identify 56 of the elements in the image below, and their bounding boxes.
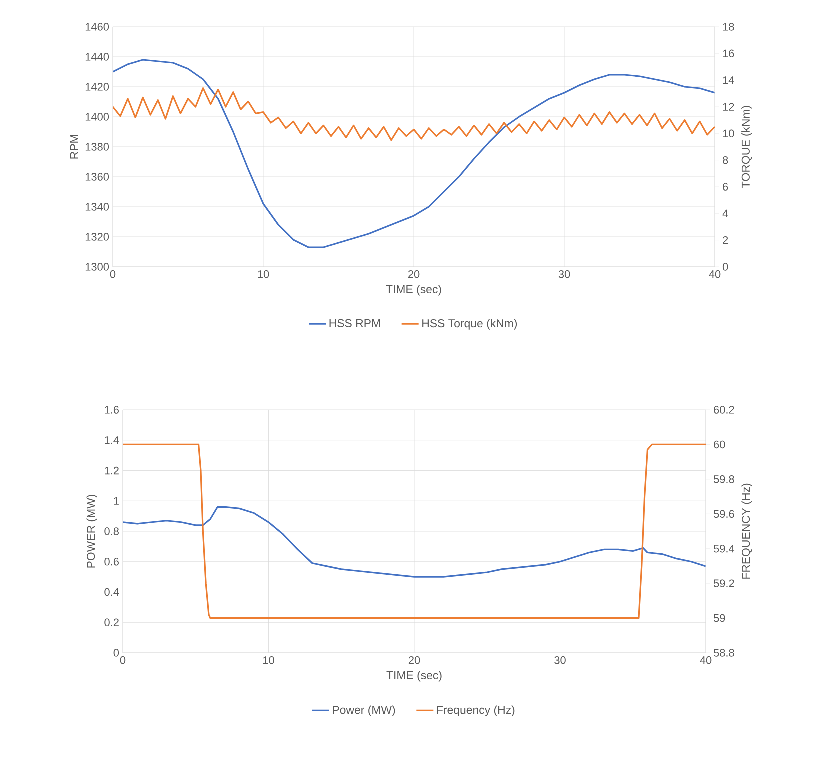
y2-tick-label: 59.4 bbox=[714, 544, 735, 553]
legend-label: Frequency (Hz) bbox=[437, 706, 515, 716]
x-axis-title: TIME (sec) bbox=[386, 285, 442, 296]
y2-tick-label: 58.8 bbox=[714, 649, 734, 657]
y-axis-title: POWER (MW) bbox=[86, 494, 98, 568]
x-tick-label: 30 bbox=[558, 270, 570, 278]
y2-tick-label: 16 bbox=[723, 50, 734, 58]
y-tick-label: 1.4 bbox=[105, 436, 120, 444]
y-tick-label: 0.4 bbox=[104, 588, 120, 596]
x-tick-label: 20 bbox=[408, 656, 420, 664]
y-tick-label: 1420 bbox=[86, 83, 110, 91]
x-tick-label: 20 bbox=[408, 270, 420, 278]
y2-tick-label: 60.2 bbox=[714, 406, 734, 414]
x-axis-title: TIME (sec) bbox=[386, 671, 442, 682]
y2-tick-label: 2 bbox=[723, 236, 728, 244]
x-tick-label: 40 bbox=[700, 656, 712, 664]
y2-tick-label: 4 bbox=[722, 210, 728, 218]
y-tick-label: 1.2 bbox=[105, 466, 119, 475]
y-tick-label: 0.2 bbox=[104, 618, 119, 627]
legend-label: Power (MW) bbox=[333, 706, 396, 716]
y2-tick-label: 10 bbox=[723, 130, 734, 138]
y2-tick-label: 12 bbox=[723, 103, 734, 111]
y2-tick-label: 59.6 bbox=[714, 510, 734, 518]
y-tick-label: 1340 bbox=[86, 203, 110, 211]
y-tick-label: 0 bbox=[114, 649, 120, 657]
x-tick-label: 30 bbox=[554, 656, 566, 664]
y2-tick-label: 59.8 bbox=[714, 476, 734, 484]
y-tick-label: 1460 bbox=[86, 23, 110, 31]
y-tick-label: 1380 bbox=[86, 143, 110, 151]
y2-tick-label: 8 bbox=[722, 156, 728, 164]
y-tick-label: 0.8 bbox=[104, 528, 119, 536]
y-tick-label: 1300 bbox=[86, 263, 110, 271]
y-tick-label: 1 bbox=[114, 497, 119, 505]
legend-label: HSS Torque (kNm) bbox=[422, 319, 518, 330]
y-tick-label: 0.6 bbox=[104, 558, 119, 566]
x-tick-label: 10 bbox=[263, 656, 274, 664]
y2-tick-label: 14 bbox=[723, 76, 734, 84]
y2-axis-title: TORQUE (kNm) bbox=[742, 106, 752, 188]
y-tick-label: 1400 bbox=[86, 113, 110, 121]
y-axis-title: RPM bbox=[70, 135, 78, 159]
y-tick-label: 1440 bbox=[86, 53, 110, 61]
y2-tick-label: 60 bbox=[714, 440, 726, 449]
y2-tick-label: 59 bbox=[714, 614, 726, 622]
y-tick-label: 1320 bbox=[86, 233, 110, 241]
y2-axis-title: FREQUENCY (Hz) bbox=[742, 484, 752, 579]
x-tick-label: 10 bbox=[258, 270, 270, 278]
x-tick-label: 40 bbox=[709, 270, 721, 278]
y-tick-label: 1.6 bbox=[105, 406, 119, 414]
y2-tick-label: 6 bbox=[723, 183, 728, 191]
line-series bbox=[113, 88, 716, 142]
y2-tick-label: 18 bbox=[723, 23, 734, 31]
legend-label: HSS RPM bbox=[330, 319, 380, 328]
y2-tick-label: 0 bbox=[722, 263, 728, 271]
y-tick-label: 1360 bbox=[86, 173, 110, 181]
x-tick-label: 0 bbox=[120, 656, 126, 664]
y2-tick-label: 59.2 bbox=[714, 580, 734, 588]
